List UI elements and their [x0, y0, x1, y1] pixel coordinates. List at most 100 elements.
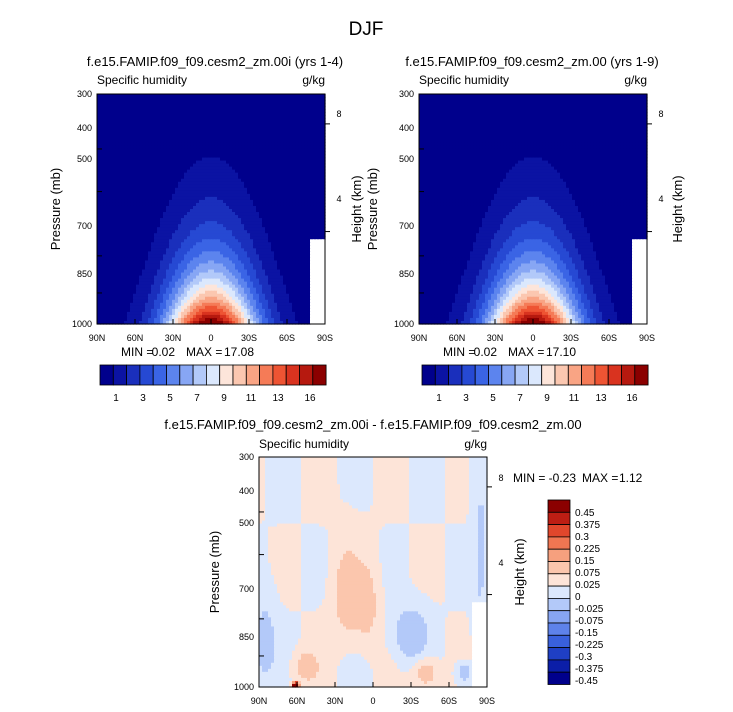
field-cell [166, 236, 170, 240]
field-cell [262, 205, 266, 210]
field-cell [121, 215, 125, 219]
field-cell [229, 184, 233, 189]
field-cell [322, 257, 326, 262]
field-cell [154, 202, 158, 207]
field-cell [265, 130, 269, 134]
field-cell [289, 163, 293, 168]
field-cell [103, 124, 107, 128]
field-cell [235, 187, 239, 192]
field-cell [316, 157, 320, 162]
field-cell [157, 124, 161, 128]
field-cell [178, 157, 182, 162]
field-cell [274, 218, 278, 222]
field-cell [262, 169, 266, 174]
field-cell [115, 251, 119, 255]
field-cell [184, 260, 188, 265]
field-cell [187, 130, 191, 134]
field-cell [124, 169, 128, 174]
field-cell [142, 112, 146, 116]
field-cell [142, 109, 146, 113]
field-cell [160, 242, 164, 246]
field-cell [166, 193, 170, 198]
field-cell [184, 94, 188, 98]
field-cell [103, 106, 107, 110]
field-cell [292, 245, 296, 249]
field-cell [154, 97, 158, 101]
field-cell [277, 233, 281, 237]
field-cell [184, 121, 188, 125]
field-cell [115, 290, 119, 295]
field-cell [163, 245, 167, 249]
field-cell [166, 248, 170, 252]
field-cell [271, 172, 275, 177]
field-cell [241, 290, 245, 295]
field-cell [211, 142, 215, 147]
field-cell [181, 236, 185, 240]
field-cell [238, 139, 242, 144]
field-cell [310, 118, 314, 122]
field-cell [322, 284, 326, 289]
field-cell [274, 139, 278, 144]
field-cell [268, 184, 272, 189]
field-cell [148, 154, 152, 159]
field-cell [295, 263, 299, 268]
field-cell [280, 242, 284, 246]
field-cell [274, 266, 278, 271]
field-cell [142, 230, 146, 234]
field-cell [118, 248, 122, 252]
field-cell [229, 251, 233, 255]
field-cell [121, 260, 125, 265]
field-cell [298, 269, 302, 274]
field-cell [124, 148, 128, 153]
field-cell [145, 218, 149, 222]
field-cell [295, 196, 299, 201]
field-cell [283, 215, 287, 219]
field-cell [127, 239, 131, 243]
field-cell [166, 269, 170, 274]
field-cell [229, 260, 233, 265]
field-cell [112, 254, 116, 259]
field-cell [220, 266, 224, 271]
field-cell [148, 175, 152, 180]
field-cell [157, 184, 161, 189]
field-cell [241, 169, 245, 174]
field-cell [313, 196, 317, 201]
field-cell [118, 130, 122, 134]
field-cell [115, 221, 119, 225]
field-cell [109, 154, 113, 159]
field-cell [175, 121, 179, 125]
field-cell [133, 103, 137, 107]
field-cell [196, 148, 200, 153]
field-cell [127, 166, 131, 171]
field-cell [148, 269, 152, 274]
field-cell [193, 290, 197, 295]
field-cell [235, 94, 239, 98]
field-cell [130, 248, 134, 252]
field-cell [307, 97, 311, 101]
field-cell [196, 106, 200, 110]
field-cell [217, 275, 221, 280]
field-cell [172, 112, 176, 116]
field-cell [310, 190, 314, 195]
field-cell [208, 199, 212, 204]
field-cell [268, 127, 272, 131]
field-cell [253, 190, 257, 195]
field-cell [196, 175, 200, 180]
field-cell [313, 254, 317, 259]
field-cell [148, 109, 152, 113]
field-cell [178, 160, 182, 165]
field-cell [244, 290, 248, 295]
field-cell [244, 190, 248, 195]
field-cell [160, 233, 164, 237]
field-cell [295, 121, 299, 125]
field-cell [232, 166, 236, 171]
field-cell [319, 209, 323, 213]
field-cell [187, 242, 191, 246]
field-cell [130, 118, 134, 122]
field-cell [118, 139, 122, 144]
field-cell [160, 118, 164, 122]
field-cell [172, 94, 176, 98]
field-cell [217, 94, 221, 98]
field-cell [250, 103, 254, 107]
field-cell [127, 184, 131, 189]
